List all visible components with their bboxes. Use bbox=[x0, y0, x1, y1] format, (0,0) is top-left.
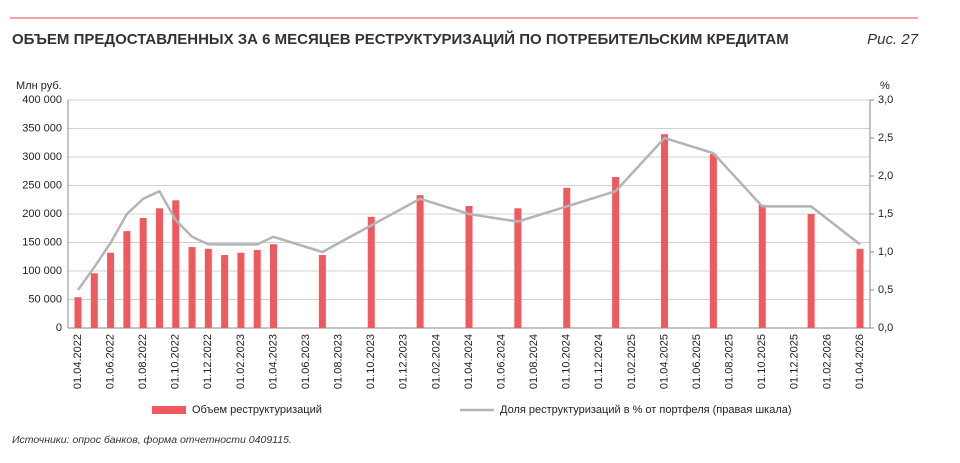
y-tick-label: 300 000 bbox=[22, 151, 62, 163]
legend-label: Объем реструктуризаций bbox=[192, 404, 322, 416]
x-tick-label: 01.02.2024 bbox=[430, 334, 442, 389]
bar bbox=[188, 247, 196, 328]
x-tick-label: 01.06.2024 bbox=[495, 334, 507, 389]
x-tick-label: 01.10.2023 bbox=[365, 334, 377, 389]
y-tick-label: 50 000 bbox=[28, 293, 62, 305]
y2-tick-label: 0,5 bbox=[878, 284, 893, 296]
bar bbox=[758, 204, 766, 328]
bar bbox=[237, 252, 245, 328]
bar bbox=[416, 195, 424, 328]
bar bbox=[661, 134, 668, 328]
x-tick-label: 01.06.2025 bbox=[691, 334, 703, 389]
bar bbox=[204, 248, 212, 328]
y2-tick-label: 1,5 bbox=[878, 208, 893, 220]
x-tick-label: 01.06.2023 bbox=[300, 334, 312, 389]
bar bbox=[123, 231, 131, 328]
x-tick-label: 01.06.2022 bbox=[104, 334, 116, 389]
bar bbox=[709, 154, 717, 328]
bar bbox=[155, 208, 163, 328]
bar bbox=[172, 200, 180, 328]
x-tick-label: 01.08.2025 bbox=[724, 334, 736, 389]
bar bbox=[270, 244, 277, 328]
bar bbox=[90, 273, 98, 328]
x-tick-label: 01.02.2026 bbox=[821, 334, 833, 389]
x-tick-label: 01.12.2025 bbox=[789, 334, 801, 389]
x-tick-label: 01.10.2024 bbox=[561, 334, 573, 389]
bar bbox=[367, 216, 375, 328]
x-tick-label: 01.12.2022 bbox=[202, 334, 214, 389]
x-tick-label: 01.02.2025 bbox=[626, 334, 638, 389]
source-note: Источники: опрос банков, форма отчетност… bbox=[12, 434, 292, 446]
y-tick-label: 350 000 bbox=[22, 122, 62, 134]
bar bbox=[139, 217, 147, 328]
x-tick-label: 01.04.2025 bbox=[658, 334, 670, 389]
y-tick-label: 150 000 bbox=[22, 236, 62, 248]
legend-swatch bbox=[152, 406, 186, 414]
line-series bbox=[76, 136, 861, 291]
bar bbox=[107, 252, 115, 328]
bar bbox=[465, 206, 473, 328]
bar bbox=[74, 297, 82, 328]
x-tick-label: 01.08.2023 bbox=[333, 334, 345, 389]
x-tick-label: 01.08.2024 bbox=[528, 334, 540, 389]
y-tick-label: 400 000 bbox=[22, 94, 62, 106]
bar bbox=[807, 214, 815, 328]
bar bbox=[563, 187, 571, 328]
y-tick-label: 100 000 bbox=[22, 265, 62, 277]
legend-label: Доля реструктуризаций в % от портфеля (п… bbox=[500, 404, 792, 416]
bar bbox=[253, 249, 261, 328]
bar bbox=[612, 176, 620, 328]
x-tick-label: 01.04.2026 bbox=[854, 334, 866, 389]
x-tick-label: 01.02.2023 bbox=[235, 334, 247, 389]
y2-tick-label: 0,0 bbox=[878, 322, 893, 334]
y-tick-label: 0 bbox=[56, 322, 62, 334]
y-tick-label: 250 000 bbox=[22, 179, 62, 191]
figure-label: Рис. 27 bbox=[867, 31, 919, 48]
y2-tick-label: 2,5 bbox=[878, 132, 893, 144]
y2-axis-label: % bbox=[880, 80, 890, 92]
x-tick-label: 01.04.2023 bbox=[267, 334, 279, 389]
x-tick-label: 01.12.2023 bbox=[398, 334, 410, 389]
x-tick-label: 01.12.2024 bbox=[593, 334, 605, 389]
chart-title: ОБЪЕМ ПРЕДОСТАВЛЕННЫХ ЗА 6 МЕСЯЦЕВ РЕСТР… bbox=[12, 30, 789, 48]
bar bbox=[318, 255, 326, 328]
bar bbox=[221, 255, 229, 328]
y-tick-label: 200 000 bbox=[22, 208, 62, 220]
y2-tick-label: 3,0 bbox=[878, 94, 893, 106]
y2-tick-label: 1,0 bbox=[878, 246, 893, 258]
y-axis-label: Млн руб. bbox=[16, 80, 62, 92]
bar bbox=[856, 248, 864, 328]
x-tick-label: 01.10.2025 bbox=[756, 334, 768, 389]
x-tick-label: 01.10.2022 bbox=[170, 334, 182, 389]
bar bbox=[514, 208, 522, 328]
y2-tick-label: 2,0 bbox=[878, 170, 893, 182]
x-tick-label: 01.08.2022 bbox=[137, 334, 149, 389]
x-tick-label: 01.04.2022 bbox=[72, 334, 84, 389]
x-tick-label: 01.04.2024 bbox=[463, 334, 475, 389]
